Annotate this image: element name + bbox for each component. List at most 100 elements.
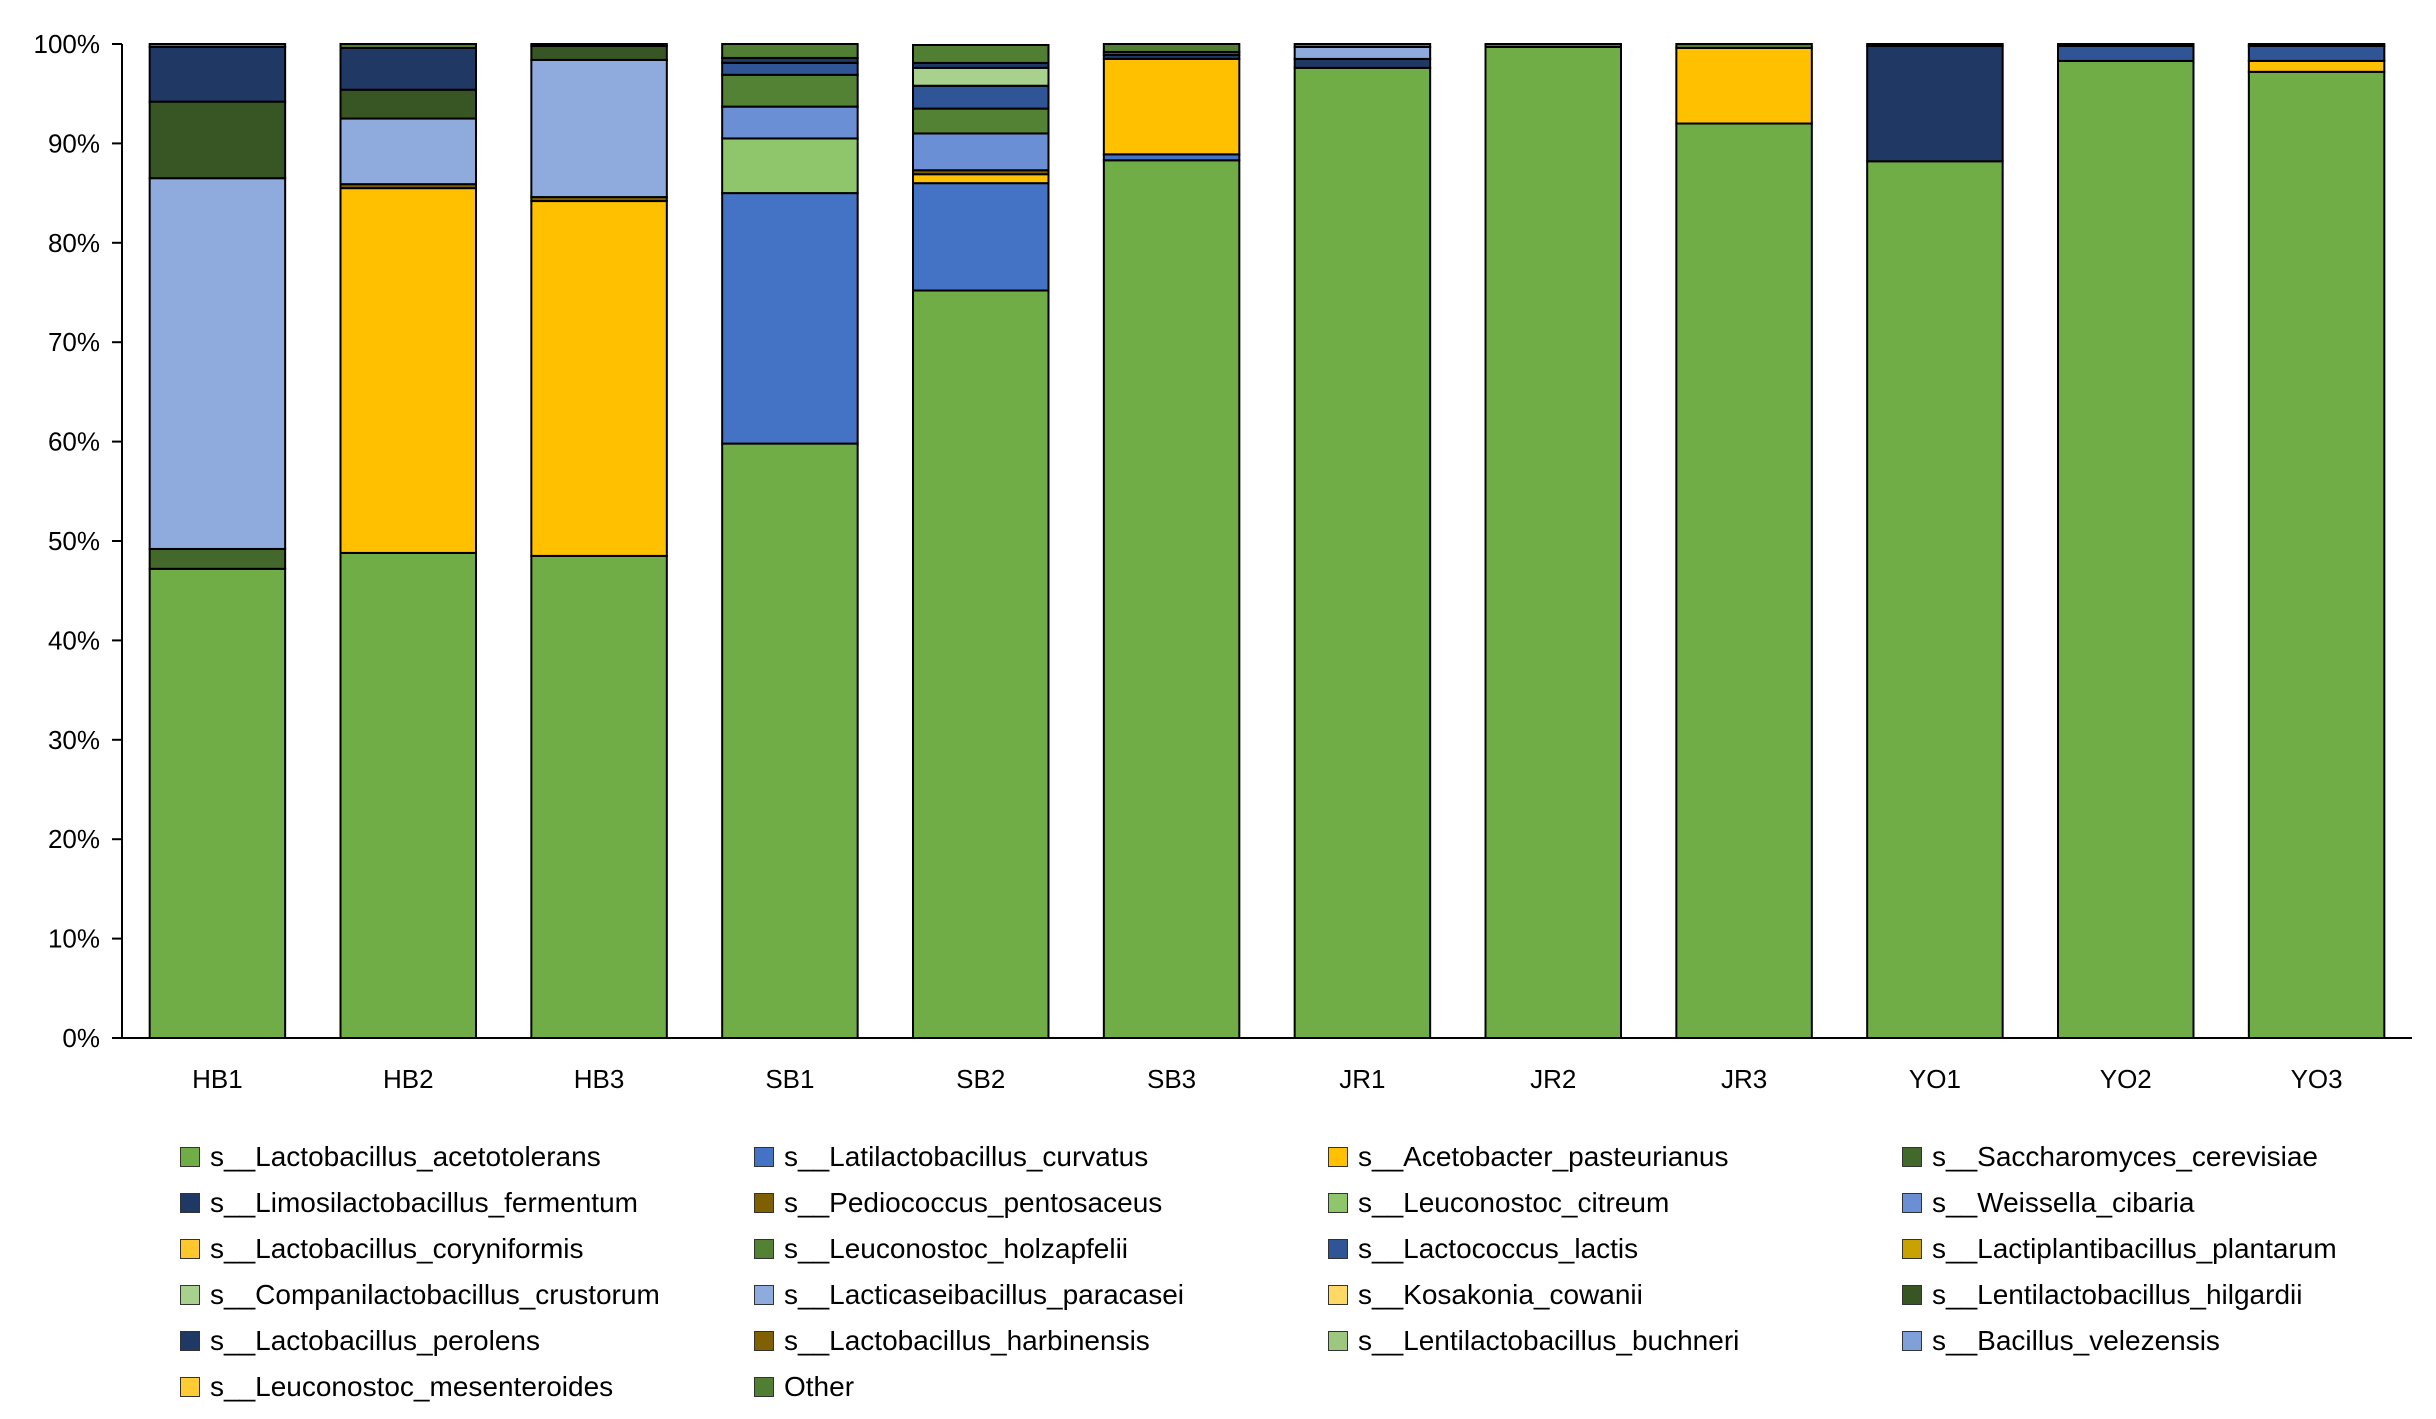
legend-label: s__Leuconostoc_holzapfelii bbox=[784, 1233, 1129, 1264]
bar-segment bbox=[530, 200, 668, 557]
bar-stack-yo1 bbox=[1866, 43, 2004, 1040]
legend-label: s__Lactobacillus_perolens bbox=[210, 1325, 540, 1356]
legend-swatch bbox=[1328, 1147, 1348, 1167]
bar-segment bbox=[339, 88, 477, 120]
legend-swatch bbox=[1328, 1331, 1348, 1351]
x-axis: HB1 HB2 HB3 SB1 SB2 SB3 JR1 JR2 JR3 YO1 YO2 YO3 bbox=[122, 1037, 2412, 1094]
bar-segment bbox=[1102, 57, 1241, 156]
legend-label: s__Leuconostoc_mesenteroides bbox=[210, 1371, 614, 1402]
legend-swatch bbox=[180, 1285, 200, 1305]
bar-segment bbox=[721, 137, 859, 195]
bar-segment bbox=[1293, 43, 1432, 48]
bar-segment bbox=[530, 554, 668, 1039]
bar-segment bbox=[912, 132, 1050, 172]
bar-segment bbox=[2057, 59, 2195, 1039]
bar-segment bbox=[1293, 66, 1432, 1039]
legend-label: s__Lactiplantibacillus_plantarum bbox=[1932, 1233, 2337, 1264]
legend-label: s__Lactobacillus_coryniformis bbox=[210, 1233, 584, 1264]
legend-item: s__Companilactobacillus_crustorum bbox=[180, 1278, 754, 1312]
legend-label: s__Latilactobacillus_curvatus bbox=[784, 1141, 1149, 1172]
bar-segment bbox=[148, 43, 287, 48]
bar-segment bbox=[912, 289, 1050, 1039]
y-tick-label: 40% bbox=[48, 625, 100, 655]
x-tick-label: YO1 bbox=[1909, 1064, 1961, 1094]
bar-stack-sb1 bbox=[721, 43, 859, 1039]
legend-label: Other bbox=[784, 1371, 855, 1402]
y-tick-label: 20% bbox=[48, 824, 100, 854]
x-tick-label: YO2 bbox=[2100, 1064, 2152, 1094]
bar-segment bbox=[721, 192, 859, 445]
bar-segment bbox=[339, 46, 477, 91]
legend-label: s__Bacillus_velezensis bbox=[1932, 1325, 2220, 1356]
legend-item: s__Saccharomyces_cerevisiae bbox=[1902, 1140, 2436, 1174]
bar-segment bbox=[1866, 43, 2004, 47]
legend-swatch bbox=[1902, 1147, 1922, 1167]
bar-segment bbox=[2247, 43, 2386, 47]
bar-stack-hb2 bbox=[339, 43, 477, 1039]
bar-segment bbox=[148, 567, 287, 1039]
bars bbox=[148, 43, 2386, 1040]
legend-swatch bbox=[180, 1193, 200, 1213]
bar-segment bbox=[148, 45, 287, 103]
legend-swatch bbox=[1328, 1239, 1348, 1259]
legend-item: s__Bacillus_velezensis bbox=[1902, 1324, 2436, 1358]
bar-segment bbox=[530, 44, 668, 61]
y-tick-label: 50% bbox=[48, 526, 100, 556]
legend-item: s__Weissella_cibaria bbox=[1902, 1186, 2436, 1220]
legend-label: s__Pediococcus_pentosaceus bbox=[784, 1187, 1163, 1218]
bar-stack-yo3 bbox=[2247, 43, 2386, 1040]
bar-segment bbox=[1675, 46, 1813, 125]
x-tick-label: SB3 bbox=[1147, 1064, 1196, 1094]
bar-stack-jr3 bbox=[1675, 43, 1813, 1039]
legend-item: s__Lactobacillus_perolens bbox=[180, 1324, 754, 1358]
y-tick-label: 80% bbox=[48, 228, 100, 258]
bar-segment bbox=[721, 442, 859, 1039]
legend-item: s__Leuconostoc_holzapfelii bbox=[754, 1232, 1328, 1266]
bar-stack-yo2 bbox=[2057, 43, 2195, 1039]
y-tick-label: 90% bbox=[48, 128, 100, 158]
bar-segment bbox=[1293, 57, 1432, 69]
legend-label: s__Lacticaseibacillus_paracasei bbox=[784, 1279, 1185, 1310]
bar-segment bbox=[530, 43, 668, 47]
bar-segment bbox=[2247, 70, 2386, 1040]
legend-item: s__Lactobacillus_harbinensis bbox=[754, 1324, 1328, 1358]
bar-segment bbox=[148, 547, 287, 570]
bar-segment bbox=[2057, 44, 2195, 62]
y-tick-label: 0% bbox=[62, 1023, 100, 1053]
x-tick-label: SB2 bbox=[956, 1064, 1005, 1094]
legend-item: s__Lactobacillus_acetotolerans bbox=[180, 1140, 754, 1174]
x-tick-label: HB1 bbox=[192, 1064, 243, 1094]
x-tick-label: JR2 bbox=[1530, 1064, 1576, 1094]
bar-segment bbox=[339, 187, 477, 554]
legend-swatch bbox=[1328, 1285, 1348, 1305]
bar-segment bbox=[721, 73, 859, 108]
legend-label: s__Kosakonia_cowanii bbox=[1358, 1279, 1643, 1310]
stacked-bar-chart: 0% 10% 20% 30% 40% 50% 60% 70% 80% 90% 100% HB1 HB2… bbox=[34, 29, 2412, 1094]
legend-swatch bbox=[1902, 1193, 1922, 1213]
legend-item: s__Lentilactobacillus_hilgardii bbox=[1902, 1278, 2436, 1312]
y-tick-label: 70% bbox=[48, 327, 100, 357]
bar-segment bbox=[1293, 45, 1432, 60]
legend-swatch bbox=[180, 1147, 200, 1167]
x-tick-label: YO3 bbox=[2291, 1064, 2343, 1094]
legend-item: s__Lactiplantibacillus_plantarum bbox=[1902, 1232, 2436, 1266]
bar-segment bbox=[1484, 45, 1622, 1040]
bar-segment bbox=[1866, 44, 2004, 163]
legend-item: s__Latilactobacillus_curvatus bbox=[754, 1140, 1328, 1174]
y-axis: 0% 10% 20% 30% 40% 50% 60% 70% 80% 90% 100% bbox=[34, 29, 123, 1053]
legend-item: s__Kosakonia_cowanii bbox=[1328, 1278, 1902, 1312]
legend-item: s__Pediococcus_pentosaceus bbox=[754, 1186, 1328, 1220]
legend-swatch bbox=[754, 1331, 774, 1351]
x-tick-label: JR3 bbox=[1721, 1064, 1767, 1094]
legend-swatch bbox=[1328, 1193, 1348, 1213]
legend-item: s__Acetobacter_pasteurianus bbox=[1328, 1140, 1902, 1174]
legend-label: s__Lactobacillus_acetotolerans bbox=[210, 1141, 601, 1172]
legend-label: s__Acetobacter_pasteurianus bbox=[1358, 1141, 1729, 1172]
legend-label: s__Lentilactobacillus_buchneri bbox=[1358, 1325, 1740, 1356]
legend-swatch bbox=[754, 1377, 774, 1397]
bar-segment bbox=[912, 66, 1050, 87]
legend: s__Lactobacillus_acetotolerans s__Latilac… bbox=[180, 1140, 2430, 1404]
bar-segment bbox=[2247, 59, 2386, 73]
legend-label: s__Lactobacillus_harbinensis bbox=[784, 1325, 1150, 1356]
legend-item: s__Leuconostoc_mesenteroides bbox=[180, 1370, 754, 1404]
